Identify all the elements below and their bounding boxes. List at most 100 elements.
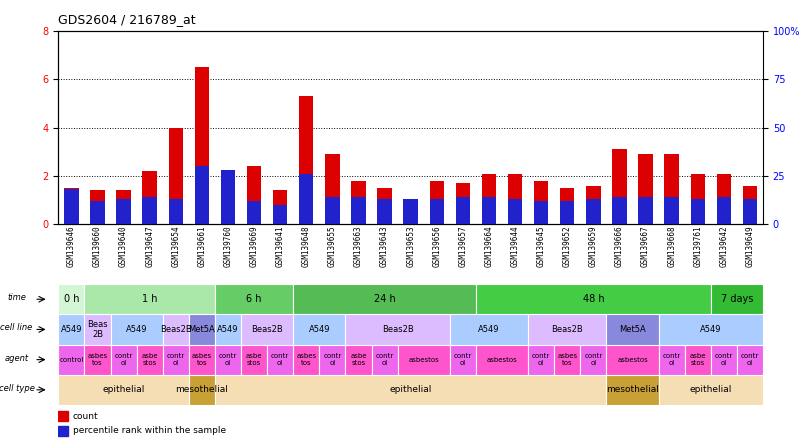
Text: contr
ol: contr ol	[532, 353, 550, 366]
Bar	[194, 166, 209, 224]
Text: asbe
stos: asbe stos	[245, 353, 262, 366]
Text: contr
ol: contr ol	[167, 353, 185, 366]
Bar	[84, 345, 110, 375]
Text: contr
ol: contr ol	[714, 353, 733, 366]
Bar	[612, 149, 627, 224]
Text: 24 h: 24 h	[373, 294, 395, 304]
Text: GDS2604 / 216789_at: GDS2604 / 216789_at	[58, 13, 196, 26]
Text: asbes
tos: asbes tos	[557, 353, 578, 366]
Bar	[215, 345, 241, 375]
Bar	[377, 188, 392, 224]
Text: GSM139643: GSM139643	[380, 226, 389, 267]
Text: asbe
stos: asbe stos	[350, 353, 367, 366]
Bar	[110, 345, 137, 375]
Text: GSM139659: GSM139659	[589, 226, 598, 267]
Bar	[691, 199, 705, 224]
Text: mesothelial: mesothelial	[176, 385, 228, 394]
Text: GSM139644: GSM139644	[510, 226, 519, 267]
Text: contr
ol: contr ol	[454, 353, 472, 366]
Bar	[293, 284, 476, 314]
Text: GSM139655: GSM139655	[328, 226, 337, 267]
Text: GSM139656: GSM139656	[433, 226, 441, 267]
Bar	[711, 284, 763, 314]
Bar	[247, 201, 262, 224]
Text: asbestos: asbestos	[617, 357, 648, 363]
Bar	[403, 199, 418, 224]
Bar	[84, 284, 215, 314]
Text: Beas2B: Beas2B	[552, 325, 583, 334]
Text: A549: A549	[309, 325, 330, 334]
Text: contr
ol: contr ol	[219, 353, 237, 366]
Bar	[189, 345, 215, 375]
Text: GSM139668: GSM139668	[667, 226, 676, 267]
Bar	[143, 197, 157, 224]
Text: cell line: cell line	[0, 323, 32, 333]
Text: 0 h: 0 h	[64, 294, 79, 304]
Text: GSM139669: GSM139669	[249, 226, 258, 267]
Bar	[64, 188, 79, 224]
Bar	[194, 67, 209, 224]
Bar	[534, 181, 548, 224]
Bar	[319, 345, 345, 375]
Bar	[508, 174, 522, 224]
Text: A549: A549	[217, 325, 239, 334]
Bar	[58, 345, 84, 375]
Bar	[607, 314, 659, 345]
Text: GSM139649: GSM139649	[745, 226, 754, 267]
Bar	[345, 345, 372, 375]
Bar	[299, 96, 313, 224]
Bar	[659, 375, 763, 405]
Bar	[352, 181, 365, 224]
Bar	[482, 197, 497, 224]
Bar	[273, 205, 288, 224]
Text: GSM139653: GSM139653	[406, 226, 416, 267]
Text: GSM139646: GSM139646	[67, 226, 76, 267]
Bar	[58, 426, 68, 436]
Bar	[143, 171, 157, 224]
Text: Beas2B: Beas2B	[251, 325, 283, 334]
Bar	[398, 345, 450, 375]
Bar	[586, 199, 600, 224]
Text: contr
ol: contr ol	[741, 353, 759, 366]
Bar	[737, 345, 763, 375]
Bar	[684, 345, 711, 375]
Bar	[273, 190, 288, 224]
Bar	[659, 314, 763, 345]
Bar	[580, 345, 607, 375]
Bar	[299, 174, 313, 224]
Text: 48 h: 48 h	[582, 294, 604, 304]
Bar	[221, 170, 235, 224]
Bar	[241, 314, 293, 345]
Text: GSM139667: GSM139667	[641, 226, 650, 267]
Text: GSM139761: GSM139761	[693, 226, 702, 267]
Bar	[586, 186, 600, 224]
Text: asbestos: asbestos	[487, 357, 518, 363]
Bar	[189, 314, 215, 345]
Text: control: control	[59, 357, 83, 363]
Text: A549: A549	[700, 325, 722, 334]
Bar	[743, 186, 757, 224]
Text: contr
ol: contr ol	[323, 353, 342, 366]
Bar	[58, 375, 189, 405]
Bar	[58, 314, 84, 345]
Text: contr
ol: contr ol	[584, 353, 603, 366]
Bar	[717, 174, 731, 224]
Bar	[607, 375, 659, 405]
Bar	[352, 197, 365, 224]
Text: asbes
tos: asbes tos	[296, 353, 317, 366]
Bar	[429, 181, 444, 224]
Text: GSM139654: GSM139654	[171, 226, 181, 267]
Text: epithelial: epithelial	[390, 385, 432, 394]
Bar	[450, 314, 528, 345]
Bar	[659, 345, 684, 375]
Bar	[163, 314, 189, 345]
Text: A549: A549	[126, 325, 147, 334]
Text: GSM139666: GSM139666	[615, 226, 624, 267]
Text: GSM139647: GSM139647	[145, 226, 154, 267]
Text: time: time	[7, 293, 26, 302]
Bar	[241, 345, 267, 375]
Bar	[90, 201, 104, 224]
Bar	[508, 199, 522, 224]
Text: GSM139663: GSM139663	[354, 226, 363, 267]
Bar	[607, 345, 659, 375]
